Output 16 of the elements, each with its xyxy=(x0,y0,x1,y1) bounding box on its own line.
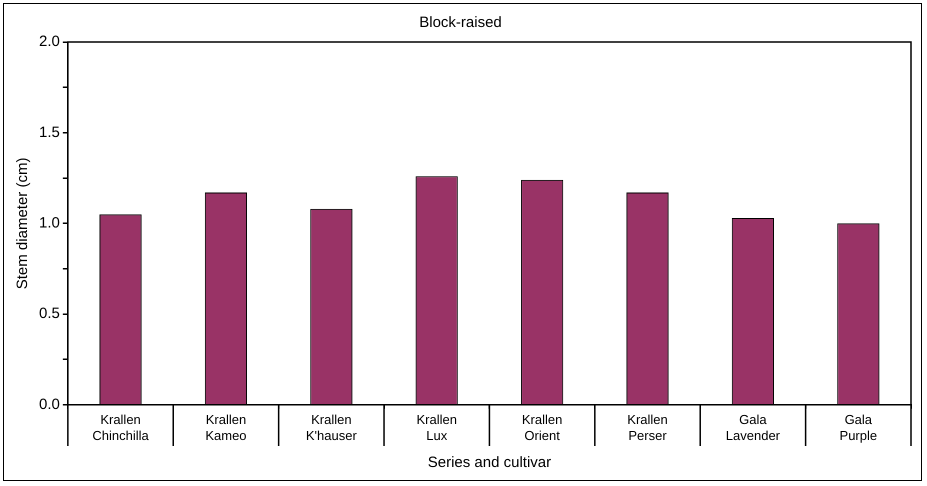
x-tick-label: Gala Purple xyxy=(840,412,878,443)
x-tick-label: Krallen Lux xyxy=(416,412,457,443)
x-tick-label: Krallen K'hauser xyxy=(306,412,358,443)
x-tick-label: Krallen Kameo xyxy=(205,412,247,443)
x-tick-label: Krallen Chinchilla xyxy=(92,412,150,443)
y-tick-label: 2.0 xyxy=(38,33,60,50)
y-tick-label: 1.0 xyxy=(38,214,60,232)
x-tick-label: Krallen Orient xyxy=(522,412,562,443)
y-tick-label: 0.0 xyxy=(38,396,60,413)
x-tick-label: Gala Lavender xyxy=(726,412,781,443)
x-tick-label: Krallen Perser xyxy=(627,412,668,443)
y-axis-title: Stem diameter (cm) xyxy=(14,158,32,290)
chart-title: Block-raised xyxy=(419,14,502,32)
y-tick-label: 0.5 xyxy=(38,305,60,322)
y-tick-label: 1.5 xyxy=(38,124,60,141)
x-axis-title: Series and cultivar xyxy=(428,454,552,472)
